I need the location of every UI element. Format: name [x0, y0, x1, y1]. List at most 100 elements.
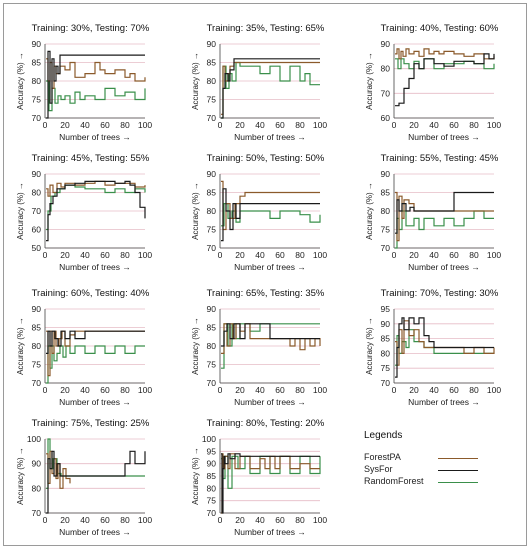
y-tick-label: 80 — [32, 188, 42, 198]
y-tick-label: 80 — [207, 76, 217, 86]
y-tick-label: 85 — [32, 58, 42, 68]
y-tick-label: 70 — [32, 508, 42, 518]
y-tick-label: 90 — [381, 40, 391, 49]
x-tick-label: 100 — [313, 515, 327, 525]
x-tick-label: 0 — [392, 120, 397, 130]
x-tick-label: 40 — [255, 515, 265, 525]
y-axis-label: Accuracy (%) → — [191, 52, 200, 110]
legend-label: SysFor — [364, 464, 393, 474]
y-tick-label: 90 — [32, 40, 42, 49]
x-tick-label: 40 — [429, 250, 439, 260]
series-line-sysfor — [221, 188, 320, 242]
x-tick-label: 80 — [469, 120, 479, 130]
x-tick-label: 80 — [120, 515, 130, 525]
x-tick-label: 0 — [218, 385, 223, 395]
y-tick-label: 75 — [207, 360, 217, 370]
x-tick-label: 20 — [409, 385, 419, 395]
x-tick-label: 0 — [218, 515, 223, 525]
y-tick-label: 75 — [207, 496, 217, 506]
series-line-sysfor — [221, 58, 320, 119]
series-line-forestpa — [395, 320, 495, 366]
x-tick-label: 20 — [409, 120, 419, 130]
y-axis-label: Accuracy (%) → — [16, 317, 25, 375]
chart-panel-3: Training: 40%, Testing: 60% 60 70 80 90 0 20 4… — [352, 23, 527, 163]
x-axis-label: Number of trees → — [408, 132, 480, 142]
y-axis-label: Accuracy (%) → — [16, 52, 25, 110]
x-axis-label: Number of trees → — [234, 132, 306, 142]
panel-title: Training: 35%, Testing: 65% — [206, 23, 325, 34]
x-axis-label: Number of trees → — [408, 262, 480, 272]
y-tick-label: 70 — [381, 88, 391, 98]
x-tick-label: 40 — [255, 385, 265, 395]
y-axis-label: Accuracy (%) → — [191, 182, 200, 240]
chart-svg: 70 75 80 85 90 0 20 40 60 80 100 Number of trees → A… — [191, 40, 327, 142]
legend-entry-sysfor: SysFor — [364, 464, 514, 476]
legend-entry-randomforest: RandomForest — [364, 476, 514, 488]
x-tick-label: 100 — [487, 120, 501, 130]
x-tick-label: 80 — [295, 385, 305, 395]
x-tick-label: 60 — [100, 250, 110, 260]
y-tick-label: 70 — [207, 113, 217, 123]
legend-label: RandomForest — [364, 476, 424, 486]
x-tick-label: 100 — [313, 120, 327, 130]
x-tick-label: 80 — [295, 515, 305, 525]
chart-panel-2: Training: 35%, Testing: 65% 70 75 80 85 90 0 2… — [178, 23, 353, 163]
series-line-randomforest — [46, 184, 146, 231]
y-axis-label: Accuracy (%) → — [365, 182, 374, 240]
y-axis-label: Accuracy (%) → — [16, 182, 25, 240]
y-tick-label: 85 — [381, 334, 391, 344]
chart-svg: 70 75 80 85 90 0 20 40 60 80 100 Number of trees → A… — [16, 40, 152, 142]
y-tick-label: 100 — [27, 435, 41, 444]
panel-title: Training: 30%, Testing: 70% — [31, 23, 150, 34]
y-tick-label: 70 — [32, 378, 42, 388]
panel-title: Training: 80%, Testing: 20% — [206, 418, 325, 429]
y-axis-label: Accuracy (%) → — [365, 52, 374, 110]
y-tick-label: 90 — [207, 459, 217, 469]
y-tick-label: 90 — [207, 305, 217, 314]
x-tick-label: 60 — [100, 120, 110, 130]
y-axis-label: Accuracy (%) → — [191, 447, 200, 505]
chart-svg: 60 70 80 90 0 20 40 60 80 100 Number of trees → Acc… — [365, 40, 501, 142]
x-tick-label: 60 — [275, 250, 285, 260]
panel-title: Training: 70%, Testing: 30% — [380, 288, 499, 299]
x-tick-label: 100 — [138, 385, 152, 395]
x-tick-label: 40 — [80, 120, 90, 130]
y-tick-label: 80 — [207, 206, 217, 216]
y-tick-label: 90 — [32, 170, 42, 179]
x-axis-label: Number of trees → — [234, 527, 306, 537]
y-axis-label: Accuracy (%) → — [365, 317, 374, 375]
x-tick-label: 20 — [235, 385, 245, 395]
chart-svg: 70 75 80 85 90 0 20 40 60 80 100 Number of trees → A… — [191, 305, 327, 407]
x-axis-label: Number of trees → — [59, 527, 131, 537]
series-line-sysfor — [395, 53, 495, 107]
chart-panel-4: Training: 45%, Testing: 55% 50 60 70 80 90 0 2… — [3, 153, 178, 293]
y-tick-label: 85 — [207, 471, 217, 481]
panel-title: Training: 45%, Testing: 55% — [31, 153, 150, 164]
x-axis-label: Number of trees → — [59, 397, 131, 407]
x-tick-label: 100 — [487, 385, 501, 395]
y-tick-label: 60 — [32, 225, 42, 235]
series-line-sysfor — [46, 330, 145, 354]
series-line-randomforest — [221, 61, 320, 119]
y-tick-label: 85 — [207, 188, 217, 198]
x-tick-label: 20 — [235, 250, 245, 260]
y-tick-label: 60 — [381, 113, 391, 123]
chart-panel-1: Training: 30%, Testing: 70% 70 75 80 85 90 0 2… — [3, 23, 178, 163]
x-tick-label: 100 — [138, 120, 152, 130]
x-tick-label: 80 — [120, 385, 130, 395]
x-axis-label: Number of trees → — [408, 397, 480, 407]
y-tick-label: 85 — [381, 188, 391, 198]
x-tick-label: 40 — [80, 385, 90, 395]
x-tick-label: 0 — [218, 250, 223, 260]
y-tick-label: 70 — [207, 243, 217, 253]
y-tick-label: 90 — [381, 319, 391, 329]
y-tick-label: 80 — [381, 64, 391, 74]
x-tick-label: 60 — [449, 385, 459, 395]
x-tick-label: 100 — [313, 250, 327, 260]
legend-swatch — [438, 482, 478, 483]
series-line-sysfor — [221, 323, 320, 347]
chart-svg: 70 75 80 85 90 0 20 40 60 80 100 Number of trees → A… — [365, 170, 501, 272]
legend-label: ForestPA — [364, 452, 401, 462]
x-tick-label: 0 — [43, 250, 48, 260]
x-tick-label: 100 — [138, 515, 152, 525]
